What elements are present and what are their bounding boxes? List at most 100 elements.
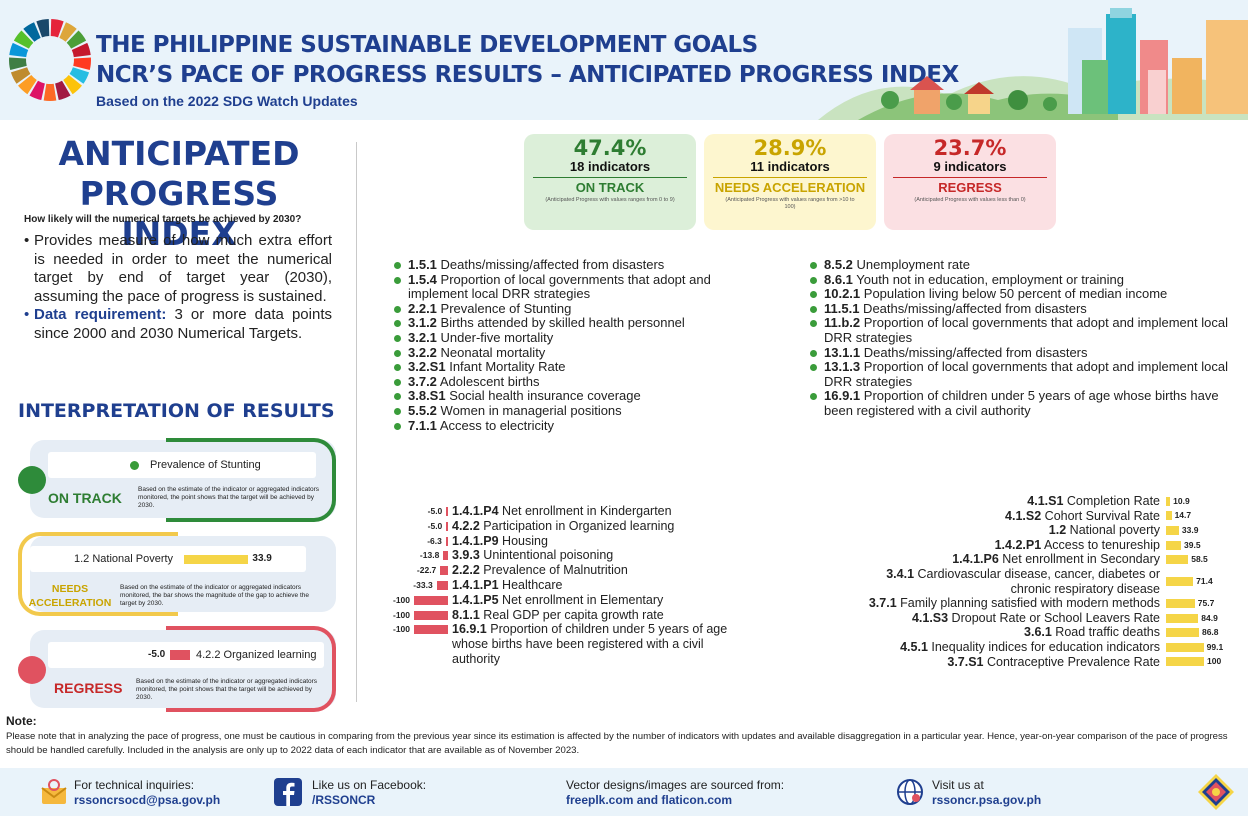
needs-bar bbox=[1166, 540, 1181, 550]
on-track-example-label: Prevalence of Stunting bbox=[150, 459, 261, 471]
indicator-name: Family planning satisfied with modern me… bbox=[896, 596, 1160, 611]
regress-bar bbox=[414, 610, 448, 620]
card-on-track-ring bbox=[166, 438, 336, 522]
summary-percent: 28.9% bbox=[753, 136, 827, 160]
indicator-code: 13.1.3 bbox=[824, 359, 861, 375]
regress-item: 8.1.1 Real GDP per capita growth rate bbox=[452, 608, 664, 623]
indicator-name: National poverty bbox=[1066, 523, 1160, 538]
indicator-code: 11.5.1 bbox=[824, 300, 860, 316]
regress-bar bbox=[446, 507, 448, 516]
indicator-name: Net enrollment in Kindergarten bbox=[498, 504, 672, 518]
indicator-code: 1.2 bbox=[1048, 523, 1067, 538]
needs-item: 4.5.1 Inequality indices for education i… bbox=[900, 640, 1160, 655]
on-track-example-box bbox=[48, 452, 316, 478]
indicator-name: Cohort Survival Rate bbox=[1041, 508, 1160, 523]
regress-label: REGRESS bbox=[54, 680, 123, 696]
summary-percent: 23.7% bbox=[933, 136, 1007, 160]
needs-bar bbox=[1166, 526, 1179, 535]
indicator-code: 8.1.1 bbox=[452, 607, 480, 622]
needs-value: 33.9 bbox=[1181, 525, 1199, 535]
indicator-code: 16.9.1 bbox=[452, 622, 487, 637]
indicator-name: Under-five mortality bbox=[436, 329, 554, 345]
summary-label: NEEDS ACCELERATION bbox=[714, 180, 866, 195]
regress-item: 1.4.1.P1 Healthcare bbox=[452, 578, 563, 593]
note-title: Note: bbox=[6, 714, 37, 728]
indicator-code: 7.1.1 bbox=[408, 417, 437, 433]
indicator-name: Deaths/missing/affected from disasters bbox=[436, 257, 665, 272]
regress-bar bbox=[436, 581, 448, 590]
footer-vectors: Vector designs/images are sourced from: … bbox=[566, 778, 784, 808]
card-regress-ring bbox=[166, 626, 336, 712]
needs-bar bbox=[1166, 628, 1199, 638]
indicator-code: 3.7.2 bbox=[408, 373, 437, 389]
indicator-name: Adolescent births bbox=[436, 373, 540, 389]
footer-visit-label: Visit us at bbox=[932, 778, 984, 792]
on-track-example-dot bbox=[130, 461, 139, 470]
api-question: How likely will the numerical targets be… bbox=[24, 214, 302, 225]
on-track-item: 16.9.1 Proportion of children under 5 ye… bbox=[808, 389, 1236, 418]
indicator-name: Contraceptive Prevalence Rate bbox=[983, 654, 1160, 669]
summary-divider bbox=[533, 177, 687, 178]
indicator-name: Real GDP per capita growth rate bbox=[479, 607, 664, 622]
indicator-name: Proportion of local governments that ado… bbox=[824, 359, 1228, 389]
on-track-item: 3.8.S1 Social health insurance coverage bbox=[392, 389, 764, 404]
footer-fb-link[interactable]: /RSSONCR bbox=[312, 793, 376, 807]
regress-value: -22.7 bbox=[416, 565, 437, 576]
footer-tech: For technical inquiries: rssoncrsocd@psa… bbox=[74, 778, 220, 808]
on-track-item: 3.2.2 Neonatal mortality bbox=[392, 345, 764, 361]
needs-value: 39.5 bbox=[1184, 539, 1201, 550]
indicator-name-cont: chronic respiratory disease bbox=[1010, 581, 1160, 596]
needs-value: 84.9 bbox=[1201, 612, 1218, 623]
footer-tech-email[interactable]: rssoncrsocd@psa.gov.ph bbox=[74, 793, 221, 807]
on-track-item: 2.2.1 Prevalence of Stunting bbox=[392, 300, 764, 317]
indicator-code: 16.9.1 bbox=[824, 388, 861, 404]
sdg-wheel-segment bbox=[10, 67, 31, 84]
facebook-icon[interactable] bbox=[274, 778, 302, 806]
indicator-name: Births attended by skilled health person… bbox=[436, 315, 685, 331]
indicator-code: 10.2.1 bbox=[824, 286, 861, 302]
indicator-name: Infant Mortality Rate bbox=[445, 359, 566, 375]
summary-divider bbox=[713, 177, 867, 178]
api-bullets: Provides measure of how much extra effor… bbox=[24, 232, 332, 344]
regress-value: -5.0 bbox=[427, 520, 443, 531]
summary-percent: 47.4% bbox=[573, 136, 647, 160]
indicator-name: Prevalence of Stunting bbox=[436, 300, 572, 316]
sdg-wheel-segment bbox=[55, 80, 71, 101]
needs-item: 1.4.1.P6 Net enrollment in Secondary bbox=[952, 552, 1160, 567]
needs-value: 99.1 bbox=[1206, 641, 1224, 652]
needs-bar bbox=[1166, 511, 1172, 521]
regress-example-label: 4.2.2 Organized learning bbox=[196, 649, 317, 661]
regress-value: -13.8 bbox=[419, 550, 440, 561]
indicator-code: 1.4.1.P9 bbox=[452, 533, 499, 548]
indicator-code: 2.2.1 bbox=[408, 300, 437, 316]
city-illustration bbox=[818, 8, 1248, 120]
regress-item: 3.9.3 Unintentional poisoning bbox=[452, 548, 613, 563]
sdg-wheel-segment bbox=[23, 22, 41, 42]
needs-value: 86.8 bbox=[1201, 627, 1219, 638]
footer-fb-label: Like us on Facebook: bbox=[312, 778, 427, 792]
regress-item: 4.2.2 Participation in Organized learnin… bbox=[452, 519, 674, 534]
indicator-name: Completion Rate bbox=[1063, 494, 1160, 508]
email-icon bbox=[41, 779, 67, 804]
on-track-item: 13.1.1 Deaths/missing/affected from disa… bbox=[808, 345, 1236, 361]
indicator-code: 1.4.1.P5 bbox=[452, 592, 499, 607]
needs-bar bbox=[1166, 642, 1204, 652]
indicator-code: 4.5.1 bbox=[900, 640, 928, 654]
needs-value: 58.5 bbox=[1191, 554, 1208, 565]
needs-value: 10.9 bbox=[1173, 495, 1190, 506]
needs-bar bbox=[1166, 599, 1195, 608]
footer-website-link[interactable]: rssoncr.psa.gov.ph bbox=[932, 793, 1042, 807]
on-track-item: 11.5.1 Deaths/missing/affected from disa… bbox=[808, 300, 1236, 317]
regress-example-value: -5.0 bbox=[148, 649, 166, 660]
needs-example-value: 33.9 bbox=[252, 553, 272, 564]
footer-vector-sources: freeplk.com and flaticon.com bbox=[566, 793, 733, 807]
sdg-wheel-segment bbox=[59, 22, 77, 42]
bullet-description: Provides measure of how much extra effor… bbox=[24, 232, 332, 306]
regress-value: -5.0 bbox=[427, 506, 443, 516]
needs-example-label: 1.2 National Poverty bbox=[74, 553, 174, 565]
regress-bar bbox=[445, 536, 448, 546]
indicator-code: 4.2.2 bbox=[452, 518, 480, 533]
indicator-code: 4.1.S1 bbox=[1027, 494, 1064, 508]
indicator-code: 4.1.S3 bbox=[911, 610, 949, 625]
indicator-code: 3.2.1 bbox=[408, 329, 437, 345]
